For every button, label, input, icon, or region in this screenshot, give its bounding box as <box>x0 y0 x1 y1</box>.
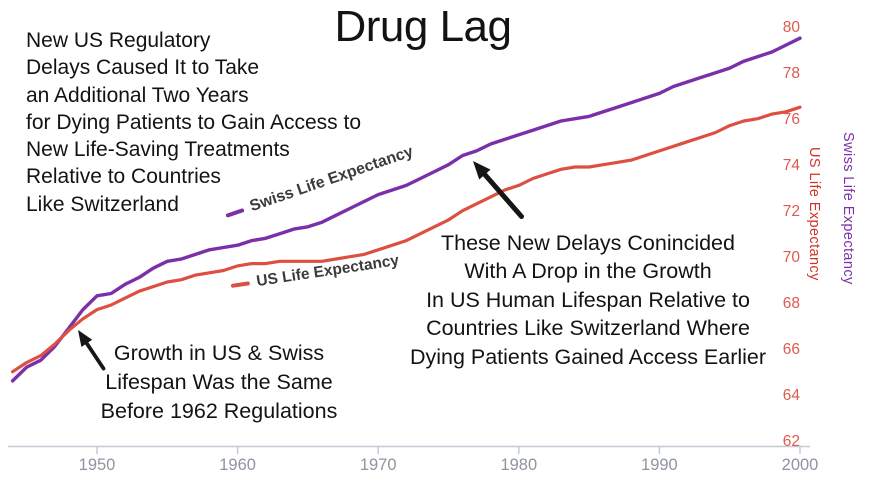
us-legend-dash-icon <box>230 281 251 288</box>
delays-coincided-annotation: These New Delays Conincided With A Drop … <box>409 231 767 369</box>
swiss-line-series <box>10 36 802 383</box>
us-axis-title: US Life Expectancy <box>806 147 822 281</box>
x-axis-tick-marks <box>96 446 801 454</box>
chart-title: Drug Lag <box>334 2 512 51</box>
crossover-arrow <box>78 330 106 371</box>
x-tick-label: 1990 <box>641 456 678 474</box>
x-axis-labels: 1950 1960 1970 1980 1990 2000 <box>0 456 873 480</box>
regulatory-delays-annotation: New US Regulatory Delays Caused It to Ta… <box>26 29 361 216</box>
x-tick-label: 1960 <box>219 456 256 474</box>
same-growth-annotation: Growth in US & Swiss Lifespan Was the Sa… <box>100 341 338 423</box>
x-tick-label: 2000 <box>781 456 819 474</box>
delay-drop-arrow <box>473 161 524 219</box>
swiss-legend-dash-icon <box>225 208 245 218</box>
us-line-series <box>11 105 802 374</box>
x-tick-label: 1980 <box>500 456 538 474</box>
swiss-axis-title: Swiss Life Expectancy <box>840 132 856 285</box>
x-tick-label: 1950 <box>78 456 116 474</box>
x-tick-label: 1970 <box>359 456 397 474</box>
